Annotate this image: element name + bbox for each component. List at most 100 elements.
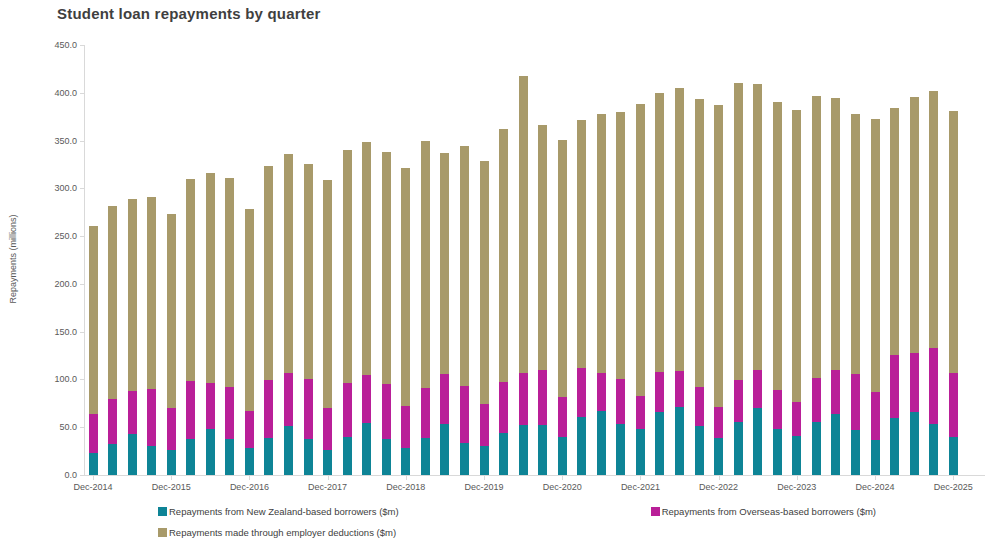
bar-segment [89, 414, 98, 453]
bar-segment [284, 373, 293, 426]
bar-segment [401, 448, 410, 475]
bar-segment [871, 440, 880, 475]
bar-segment [186, 439, 195, 475]
bar-segment [206, 429, 215, 475]
stacked-bar [773, 45, 782, 475]
bar-segment [812, 378, 821, 423]
bar-segment [89, 226, 98, 414]
x-tick-mark [640, 476, 641, 480]
x-tick-label: Dec-2014 [58, 482, 128, 492]
bar-segment [577, 120, 586, 368]
bar-segment [636, 396, 645, 429]
stacked-bar [910, 45, 919, 475]
bar-segment [186, 179, 195, 381]
stacked-bar [597, 45, 606, 475]
stacked-bar [421, 45, 430, 475]
stacked-bar [792, 45, 801, 475]
bar-segment [851, 374, 860, 430]
stacked-bar [401, 45, 410, 475]
bar-segment [460, 443, 469, 475]
y-tick-label: 100.0 [37, 374, 77, 384]
bar-segment [89, 453, 98, 475]
x-tick-label: Dec-2024 [840, 482, 910, 492]
bar-segment [831, 414, 840, 475]
bar-segment [167, 408, 176, 450]
bar-segment [675, 371, 684, 407]
stacked-bar [440, 45, 449, 475]
bar-segment [343, 437, 352, 475]
bar-segment [734, 422, 743, 475]
bar-segment [421, 438, 430, 475]
y-tick-label: 450.0 [37, 40, 77, 50]
y-tick-mark [80, 93, 84, 94]
stacked-bar [734, 45, 743, 475]
x-tick-label: Dec-2019 [449, 482, 519, 492]
bar-segment [382, 152, 391, 384]
x-tick-mark [562, 476, 563, 480]
bar-segment [616, 112, 625, 379]
chart-title: Student loan repayments by quarter [57, 5, 321, 22]
bar-segment [812, 96, 821, 378]
bar-segment [264, 438, 273, 475]
bar-segment [890, 355, 899, 418]
bar-segment [362, 142, 371, 375]
legend-entry-nz-based: Repayments from New Zealand-based borrow… [158, 506, 399, 517]
y-axis-title: Repayments (millions) [8, 194, 18, 324]
bar-segment [108, 206, 117, 399]
bar-segment [773, 429, 782, 475]
bar-segment [597, 373, 606, 411]
bar-segment [382, 439, 391, 475]
bar-segment [753, 84, 762, 370]
x-tick-mark [797, 476, 798, 480]
bar-segment [577, 368, 586, 417]
bar-segment [871, 392, 880, 440]
x-tick-mark [719, 476, 720, 480]
bar-segment [108, 399, 117, 445]
bar-segment [616, 379, 625, 424]
bar-segment [929, 424, 938, 475]
bar-segment [655, 412, 664, 475]
legend-entry-overseas-based: Repayments from Overseas-based borrowers… [651, 506, 876, 517]
x-tick-mark [328, 476, 329, 480]
bar-segment [460, 146, 469, 386]
bar-segment [753, 370, 762, 408]
stacked-bar [851, 45, 860, 475]
bar-segment [949, 111, 958, 373]
legend: Repayments from New Zealand-based borrow… [158, 506, 958, 548]
bar-segment [871, 119, 880, 391]
bar-segment [264, 166, 273, 380]
bar-segment [753, 408, 762, 475]
bar-segment [831, 98, 840, 370]
bar-segment [831, 370, 840, 414]
bar-segment [245, 411, 254, 448]
bar-segment [186, 381, 195, 439]
stacked-bar [460, 45, 469, 475]
bar-segment [460, 386, 469, 443]
bar-segment [577, 417, 586, 475]
bar-segment [792, 436, 801, 475]
x-tick-mark [875, 476, 876, 480]
bar-segment [421, 388, 430, 438]
stacked-bar [871, 45, 880, 475]
bar-segment [519, 425, 528, 475]
bar-segment [538, 125, 547, 370]
bar-segment [440, 424, 449, 475]
bar-segment [147, 446, 156, 475]
bar-segment [890, 108, 899, 355]
bar-segment [636, 429, 645, 475]
bar-segment [480, 161, 489, 404]
bar-segment [206, 383, 215, 429]
bar-segment [616, 424, 625, 475]
bar-segment [382, 384, 391, 439]
y-tick-mark [80, 332, 84, 333]
stacked-bar [616, 45, 625, 475]
stacked-bar [675, 45, 684, 475]
stacked-bar [636, 45, 645, 475]
bar-segment [362, 375, 371, 423]
x-tick-label: Dec-2015 [136, 482, 206, 492]
bar-segment [929, 91, 938, 348]
bar-segment [538, 370, 547, 425]
bar-segment [304, 164, 313, 380]
bar-segment [401, 406, 410, 449]
x-tick-mark [93, 476, 94, 480]
